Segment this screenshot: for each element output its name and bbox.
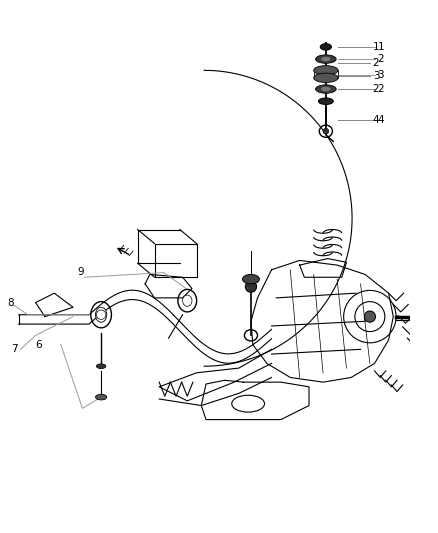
Text: 4: 4 — [373, 115, 379, 125]
Ellipse shape — [321, 56, 331, 61]
Ellipse shape — [95, 307, 107, 322]
Text: 2: 2 — [373, 58, 379, 68]
Text: 2: 2 — [373, 84, 379, 94]
Text: 1: 1 — [373, 42, 379, 52]
Text: 6: 6 — [35, 340, 42, 350]
Circle shape — [364, 311, 375, 322]
Text: 3: 3 — [378, 70, 384, 80]
Ellipse shape — [245, 281, 257, 292]
Text: 9: 9 — [78, 266, 85, 277]
Ellipse shape — [243, 274, 259, 284]
Ellipse shape — [318, 98, 333, 104]
Ellipse shape — [315, 85, 336, 93]
Ellipse shape — [183, 295, 192, 306]
Text: 2: 2 — [378, 84, 384, 94]
Text: 7: 7 — [11, 344, 18, 354]
Text: 5: 5 — [437, 312, 438, 321]
Text: 1: 1 — [378, 42, 384, 52]
Ellipse shape — [314, 73, 338, 83]
Ellipse shape — [321, 87, 331, 91]
Text: 2: 2 — [378, 54, 384, 64]
Text: 8: 8 — [7, 297, 14, 308]
Ellipse shape — [95, 394, 107, 400]
Ellipse shape — [323, 128, 328, 134]
Ellipse shape — [314, 66, 338, 75]
Ellipse shape — [320, 44, 332, 50]
Text: 4: 4 — [378, 115, 384, 125]
Text: 3: 3 — [373, 71, 379, 81]
Ellipse shape — [315, 55, 336, 63]
Ellipse shape — [96, 364, 106, 368]
